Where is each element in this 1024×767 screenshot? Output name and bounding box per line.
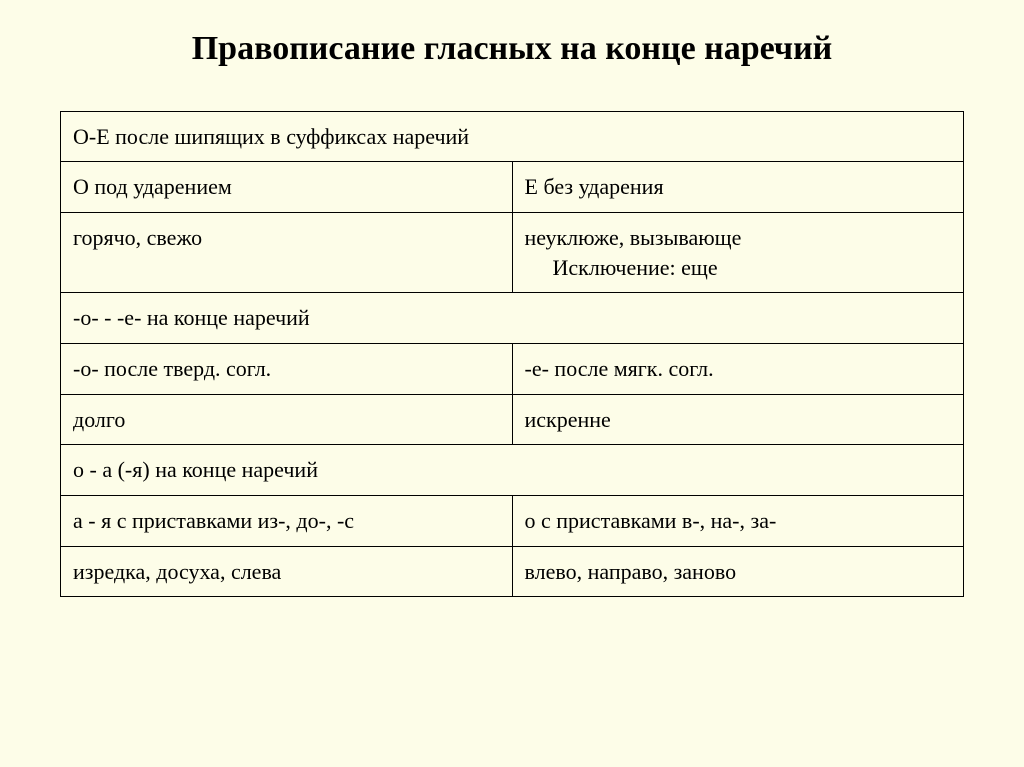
section-header: -о- - -е- на конце наречий — [61, 293, 964, 344]
cell-right-line2: Исключение: еще — [525, 253, 952, 283]
table-row: горячо, свежо неуклюже, вызывающе Исключ… — [61, 212, 964, 292]
section-header: О-Е после шипящих в суффиксах наречий — [61, 111, 964, 162]
cell-left: О под ударением — [61, 162, 513, 213]
cell-left: горячо, свежо — [61, 212, 513, 292]
cell-right: влево, направо, заново — [512, 546, 964, 597]
cell-right: неуклюже, вызывающе Исключение: еще — [512, 212, 964, 292]
cell-left: -о- после тверд. согл. — [61, 343, 513, 394]
table-row: -о- - -е- на конце наречий — [61, 293, 964, 344]
cell-left: долго — [61, 394, 513, 445]
table-row: а - я с приставками из-, до-, -с о с при… — [61, 496, 964, 547]
cell-right: Е без ударения — [512, 162, 964, 213]
table-row: О-Е после шипящих в суффиксах наречий — [61, 111, 964, 162]
table-row: -о- после тверд. согл. -е- после мягк. с… — [61, 343, 964, 394]
table-row: О под ударением Е без ударения — [61, 162, 964, 213]
section-header: о - а (-я) на конце наречий — [61, 445, 964, 496]
cell-left: изредка, досуха, слева — [61, 546, 513, 597]
cell-right-line1: неуклюже, вызывающе — [525, 225, 742, 250]
table-row: долго искренне — [61, 394, 964, 445]
cell-right: -е- после мягк. согл. — [512, 343, 964, 394]
slide-page: Правописание гласных на конце наречий О-… — [0, 0, 1024, 767]
grammar-table: О-Е после шипящих в суффиксах наречий О … — [60, 111, 964, 598]
page-title: Правописание гласных на конце наречий — [60, 28, 964, 71]
cell-right: о с приставками в-, на-, за- — [512, 496, 964, 547]
cell-left: а - я с приставками из-, до-, -с — [61, 496, 513, 547]
cell-right: искренне — [512, 394, 964, 445]
table-row: о - а (-я) на конце наречий — [61, 445, 964, 496]
table-row: изредка, досуха, слева влево, направо, з… — [61, 546, 964, 597]
